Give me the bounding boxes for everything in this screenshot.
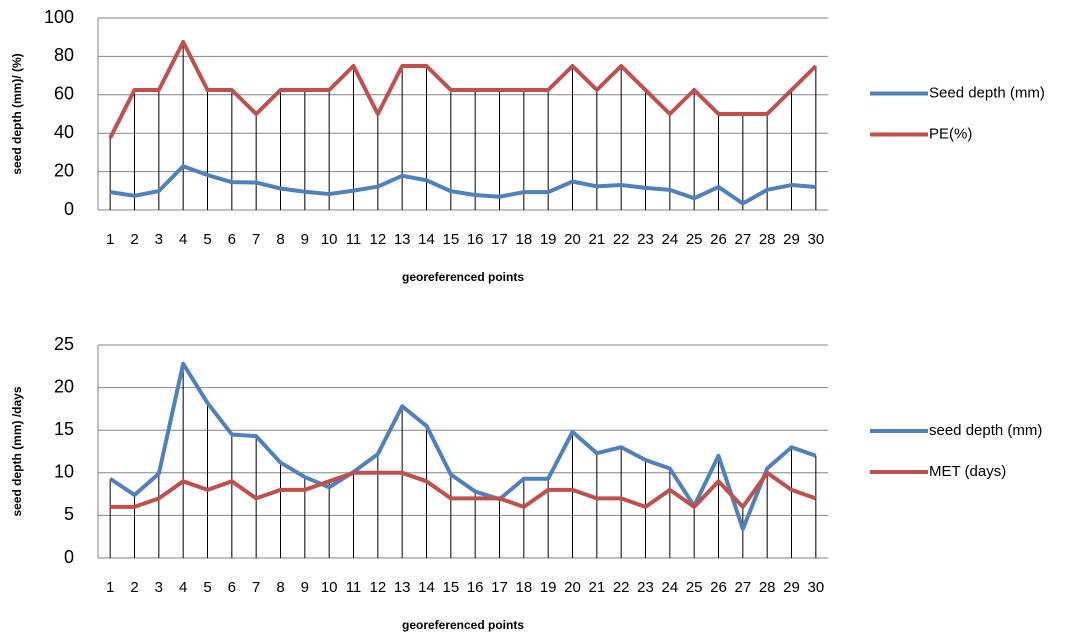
y-tick-label: 20	[54, 376, 74, 396]
x-tick-label: 6	[228, 231, 236, 248]
x-tick-label: 1	[106, 231, 114, 248]
x-tick-label: 21	[588, 231, 605, 248]
x-tick-label: 9	[301, 579, 309, 596]
x-tick-label: 11	[346, 579, 362, 596]
y-tick-label: 5	[64, 504, 74, 524]
legend-label: Seed depth (mm)	[929, 84, 1045, 101]
x-tick-label: 18	[515, 231, 532, 248]
legend-label: MET (days)	[929, 463, 1006, 480]
x-tick-label: 2	[130, 231, 138, 248]
x-tick-label: 17	[491, 231, 508, 248]
series-line	[108, 40, 818, 139]
series-line	[109, 361, 817, 532]
x-tick-label: 5	[203, 231, 211, 248]
x-tick-label: 13	[394, 579, 411, 596]
x-tick-label: 3	[155, 579, 163, 596]
x-tick-label: 26	[710, 231, 727, 248]
legend-label: PE(%)	[929, 125, 972, 142]
x-tick-label: 20	[564, 579, 581, 596]
legend-label: seed depth (mm)	[929, 422, 1042, 439]
x-tick-label: 15	[442, 231, 459, 248]
x-tick-label: 9	[301, 231, 309, 248]
y-tick-label: 20	[54, 160, 74, 180]
x-tick-label: 16	[467, 231, 484, 248]
x-tick-label: 28	[759, 579, 776, 596]
x-tick-label: 23	[637, 579, 654, 596]
x-tick-label: 8	[276, 231, 284, 248]
x-tick-label: 27	[734, 579, 751, 596]
x-tick-label: 10	[321, 231, 338, 248]
x-axis-title: georeferenced points	[402, 270, 524, 284]
x-tick-label: 19	[540, 231, 557, 248]
y-axis-title: seed depth (mm) /days	[10, 386, 24, 516]
y-tick-label: 0	[64, 199, 74, 219]
x-tick-label: 7	[252, 231, 260, 248]
x-tick-label: 12	[369, 231, 386, 248]
x-tick-label: 16	[467, 579, 484, 596]
x-tick-label: 12	[369, 579, 386, 596]
y-tick-label: 25	[54, 334, 74, 354]
y-tick-label: 60	[54, 84, 74, 104]
series-line	[110, 470, 817, 509]
x-tick-label: 8	[276, 579, 284, 596]
y-tick-label: 40	[54, 122, 74, 142]
x-tick-label: 25	[686, 231, 703, 248]
x-tick-label: 20	[564, 231, 581, 248]
x-axis-title: georeferenced points	[402, 618, 524, 632]
x-tick-label: 27	[734, 231, 751, 248]
x-tick-label: 14	[418, 579, 435, 596]
x-tick-label: 4	[179, 231, 187, 248]
series-line	[109, 164, 816, 206]
x-tick-label: 26	[710, 579, 727, 596]
x-tick-label: 4	[179, 579, 187, 596]
x-tick-label: 3	[155, 231, 163, 248]
x-tick-label: 17	[491, 579, 508, 596]
y-tick-label: 10	[54, 462, 74, 482]
x-tick-label: 28	[759, 231, 776, 248]
x-tick-label: 30	[807, 579, 824, 596]
y-tick-label: 100	[44, 7, 74, 27]
y-tick-label: 80	[54, 45, 74, 65]
x-tick-label: 6	[228, 579, 236, 596]
y-tick-label: 15	[54, 419, 74, 439]
x-tick-label: 21	[588, 579, 605, 596]
x-tick-label: 7	[252, 579, 260, 596]
x-tick-label: 19	[540, 579, 557, 596]
x-tick-label: 13	[394, 231, 411, 248]
x-tick-label: 22	[613, 579, 630, 596]
x-tick-label: 24	[661, 231, 678, 248]
x-tick-label: 25	[686, 579, 703, 596]
x-tick-label: 22	[613, 231, 630, 248]
x-tick-label: 11	[346, 231, 362, 248]
x-tick-label: 5	[203, 579, 211, 596]
x-tick-label: 2	[130, 579, 138, 596]
x-tick-label: 29	[783, 579, 800, 596]
x-tick-label: 30	[807, 231, 824, 248]
x-tick-label: 18	[515, 579, 532, 596]
x-tick-label: 10	[321, 579, 338, 596]
x-tick-label: 24	[661, 579, 678, 596]
y-axis-title: seed depth (mm)/ (%)	[10, 53, 24, 174]
x-tick-label: 29	[783, 231, 800, 248]
x-tick-label: 1	[106, 579, 114, 596]
x-tick-label: 23	[637, 231, 654, 248]
x-tick-label: 14	[418, 231, 435, 248]
x-tick-label: 15	[442, 579, 459, 596]
y-tick-label: 0	[64, 547, 74, 567]
